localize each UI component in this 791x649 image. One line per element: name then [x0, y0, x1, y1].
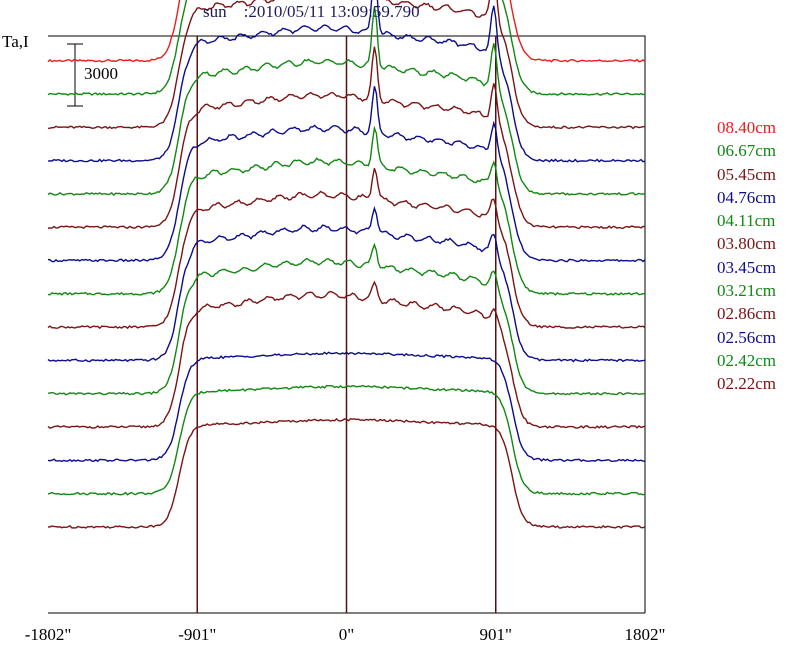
series-line-0242cm — [47, 242, 646, 396]
series-line-0380cm — [47, 46, 645, 230]
series-line-0411cm — [47, 6, 646, 196]
legend-item-6: 03.45cm — [717, 257, 777, 277]
x-tick-label-1: -901" — [178, 625, 217, 644]
series-line-0321cm — [47, 125, 646, 296]
series-line-0545cm — [47, 0, 645, 130]
series-line-unlabeled-12 — [47, 351, 646, 463]
legend-item-11: 02.22cm — [717, 374, 777, 394]
legend: 08.40cm 06.67cm 05.45cm 04.76cm 04.11cm 03.80… — [717, 116, 776, 396]
series-line-0222cm — [47, 280, 646, 429]
legend-item-8: 02.86cm — [717, 304, 777, 324]
legend-item-2: 05.45cm — [717, 164, 777, 184]
x-tick-label-4: 1802" — [624, 625, 666, 644]
x-tick-label-0: -1802" — [24, 625, 72, 644]
legend-item-0: 08.40cm — [717, 118, 777, 137]
legend-item-10: 02.42cm — [717, 350, 777, 370]
series-line-unlabeled-13 — [47, 384, 646, 496]
series-line-0667cm — [47, 0, 646, 96]
series-line-0840cm — [47, 0, 646, 63]
legend-item-7: 03.21cm — [717, 281, 777, 301]
x-tick-label-3: 901" — [479, 625, 512, 644]
series-line-0476cm — [47, 0, 646, 163]
legend-item-9: 02.56cm — [717, 327, 777, 347]
series-line-unlabeled-14 — [48, 417, 646, 529]
legend-item-1: 06.67cm — [717, 141, 777, 161]
legend-item-4: 04.11cm — [717, 211, 776, 231]
legend-item-5: 03.80cm — [717, 234, 777, 254]
legend-item-3: 04.76cm — [717, 187, 777, 207]
series-line-0256cm — [47, 206, 646, 363]
scale-bar-label: 3000 — [84, 64, 118, 83]
series-line-0345cm — [47, 86, 646, 263]
series-line-0286cm — [47, 167, 646, 330]
x-tick-label-2: 0" — [338, 625, 355, 644]
chart-title: sun :2010/05/11 13:09:59.790 — [203, 2, 420, 21]
y-axis-label: Ta,I — [2, 32, 29, 51]
